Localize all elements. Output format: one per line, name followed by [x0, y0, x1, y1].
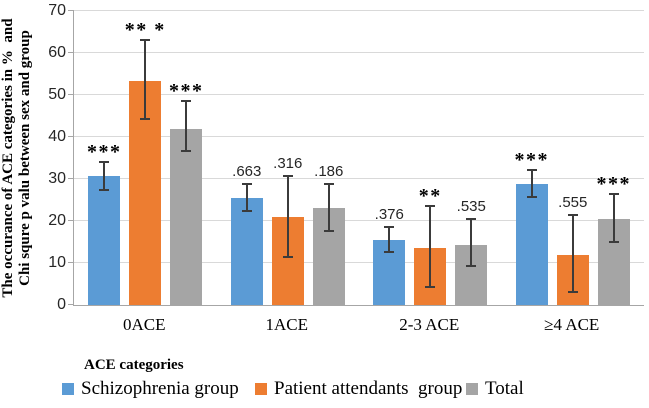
plot-area: *** ** * *** .663.316.186.376 ** .535 *** .555 *… [68, 10, 645, 306]
p-value-annotation: .535 [456, 198, 486, 216]
bar-cell: .555 [556, 11, 589, 305]
category-label-1ACE: 1ACE [265, 315, 309, 334]
bar-cell: ** [414, 11, 447, 305]
y-tick-mark-50 [68, 94, 74, 95]
bar-group-2-3 ACE: .376 ** .535 [359, 11, 502, 305]
error-bar [185, 100, 188, 153]
bar-cell: .186 [312, 11, 345, 305]
gridline-10 [74, 262, 644, 263]
bar-cell: *** [169, 11, 204, 305]
legend-swatch-icon [255, 383, 267, 395]
p-value-annotation: .663 [232, 163, 262, 181]
bar-schizophrenia-0ACE [88, 176, 121, 305]
y-tick-label-40: 40 [48, 128, 66, 146]
legend: Schizophrenia group Patient attendants gr… [0, 378, 649, 404]
p-value-annotation: .316 [273, 154, 303, 172]
legend-item-2: Patient attendants group [255, 378, 462, 400]
error-bar [144, 39, 147, 121]
p-value-annotation: *** [596, 172, 631, 195]
y-tick-label-50: 50 [48, 86, 66, 103]
gridline-40 [74, 136, 644, 137]
y-tick-mark-70 [68, 10, 74, 11]
gridline-30 [74, 178, 644, 179]
error-bar [245, 183, 248, 213]
y-tick-label-70: 70 [48, 2, 66, 19]
legend-label: Total [485, 378, 524, 399]
category-label-2-3 ACE: 2-3 ACE [399, 315, 460, 334]
gridline-60 [74, 52, 644, 53]
bar-cell: .535 [455, 11, 488, 305]
legend-swatch-icon [62, 383, 74, 395]
bar-schizophrenia-≥4 ACE [515, 184, 548, 305]
error-bar [103, 160, 106, 191]
bar-schizophrenia-1ACE [230, 197, 263, 305]
bar-cell: *** [596, 11, 631, 305]
y-tick-mark-0 [68, 304, 74, 305]
y-tick-label-20: 20 [48, 212, 66, 230]
y-tick-label-0: 0 [57, 296, 66, 313]
x-axis-title: ACE categories [84, 357, 184, 373]
x-axis-tick-labels: 0ACE 1ACE 2-3 ACE ≥4 ACE [73, 315, 643, 337]
legend-label: Patient attendants group [274, 378, 463, 399]
bar-group-1ACE: .663 .316 .186 [217, 11, 360, 305]
p-value-annotation: *** [514, 148, 549, 171]
error-bar [327, 183, 330, 232]
y-axis-tick-labels: 0 10 20 30 40 50 60 70 [26, 2, 66, 313]
error-bar [470, 218, 473, 268]
error-bar [530, 168, 533, 198]
y-tick-mark-10 [68, 262, 74, 263]
p-value-annotation: .555 [558, 193, 588, 211]
error-bar [612, 192, 615, 243]
error-bar [388, 226, 391, 253]
p-value-annotation: .376 [374, 206, 404, 224]
legend-item-1: Schizophrenia group [62, 378, 239, 400]
y-tick-mark-20 [68, 220, 74, 221]
p-value-annotation: ** [418, 185, 442, 208]
error-bar [571, 213, 574, 293]
error-bar [286, 174, 289, 258]
gridline-20 [74, 220, 644, 221]
bar-cell: *** [87, 11, 122, 305]
bar-cell: ** * [125, 11, 164, 305]
category-label-0ACE: 0ACE [123, 315, 166, 334]
error-bar [429, 205, 432, 289]
bar-group-0ACE: *** ** * *** [74, 11, 217, 305]
legend-label: Schizophrenia group [81, 378, 239, 399]
p-value-annotation: *** [87, 140, 122, 163]
legend-swatch-icon [466, 383, 478, 395]
bar-cell: .376 [373, 11, 406, 305]
p-value-annotation: ** * [124, 19, 166, 42]
p-value-annotation: .186 [314, 163, 344, 181]
y-tick-mark-60 [68, 52, 74, 53]
bar-cell: .663 [230, 11, 263, 305]
y-tick-mark-30 [68, 178, 74, 179]
bar-total-0ACE [170, 128, 203, 305]
gridline-70 [74, 10, 644, 11]
y-tick-label-10: 10 [48, 254, 66, 272]
category-label-≥4 ACE: ≥4 ACE [544, 315, 600, 334]
y-tick-label-60: 60 [48, 44, 66, 61]
y-tick-mark-40 [68, 136, 74, 137]
bar-cell: .316 [271, 11, 304, 305]
gridline-50 [74, 94, 644, 95]
bar-group-≥4 ACE: *** .555 *** [502, 11, 645, 305]
bar-cell: *** [514, 11, 549, 305]
y-tick-label-30: 30 [48, 170, 66, 187]
p-value-annotation: *** [169, 80, 204, 103]
legend-item-3: Total [466, 378, 524, 400]
